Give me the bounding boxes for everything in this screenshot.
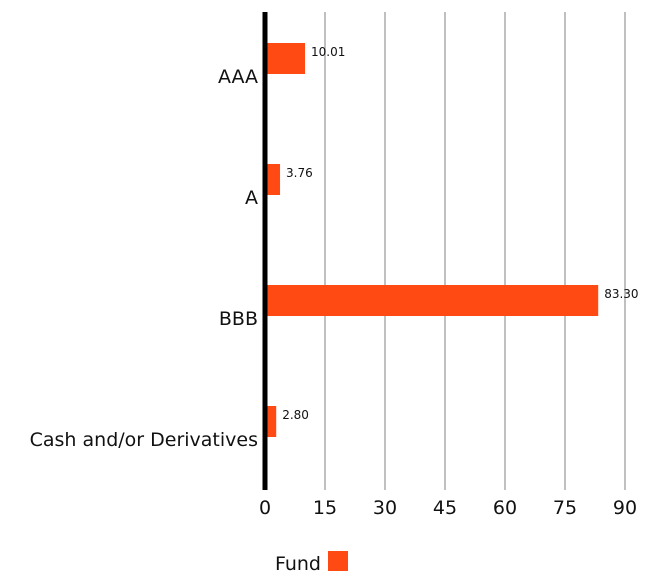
category-label: Cash and/or Derivatives (30, 429, 258, 451)
category-label: AAA (218, 66, 258, 88)
x-tick-label: 75 (553, 497, 577, 519)
legend-swatch (328, 551, 348, 571)
gridlines (324, 12, 626, 490)
data-label: 10.01 (311, 45, 345, 59)
bar-a (267, 164, 281, 195)
category-label: BBB (219, 308, 258, 330)
bar-bbb (267, 285, 599, 316)
bar-cash-and-or-derivatives (267, 406, 277, 437)
data-label: 83.30 (604, 287, 638, 301)
legend: Fund (275, 551, 348, 575)
bar-aaa (267, 43, 306, 74)
x-tick-label: 0 (259, 497, 271, 519)
x-tick-labels: 0 15 30 45 60 75 90 (259, 497, 637, 519)
x-tick-label: 15 (313, 497, 337, 519)
x-tick-label: 45 (433, 497, 457, 519)
data-label: 2.80 (282, 408, 309, 422)
data-label: 3.76 (286, 166, 313, 180)
bars (267, 43, 599, 437)
category-label: A (245, 187, 258, 209)
x-tick-label: 90 (613, 497, 637, 519)
x-tick-label: 30 (373, 497, 397, 519)
x-tick-label: 60 (493, 497, 517, 519)
legend-label: Fund (275, 553, 321, 575)
data-labels: 10.01 3.76 83.30 2.80 (282, 45, 638, 422)
